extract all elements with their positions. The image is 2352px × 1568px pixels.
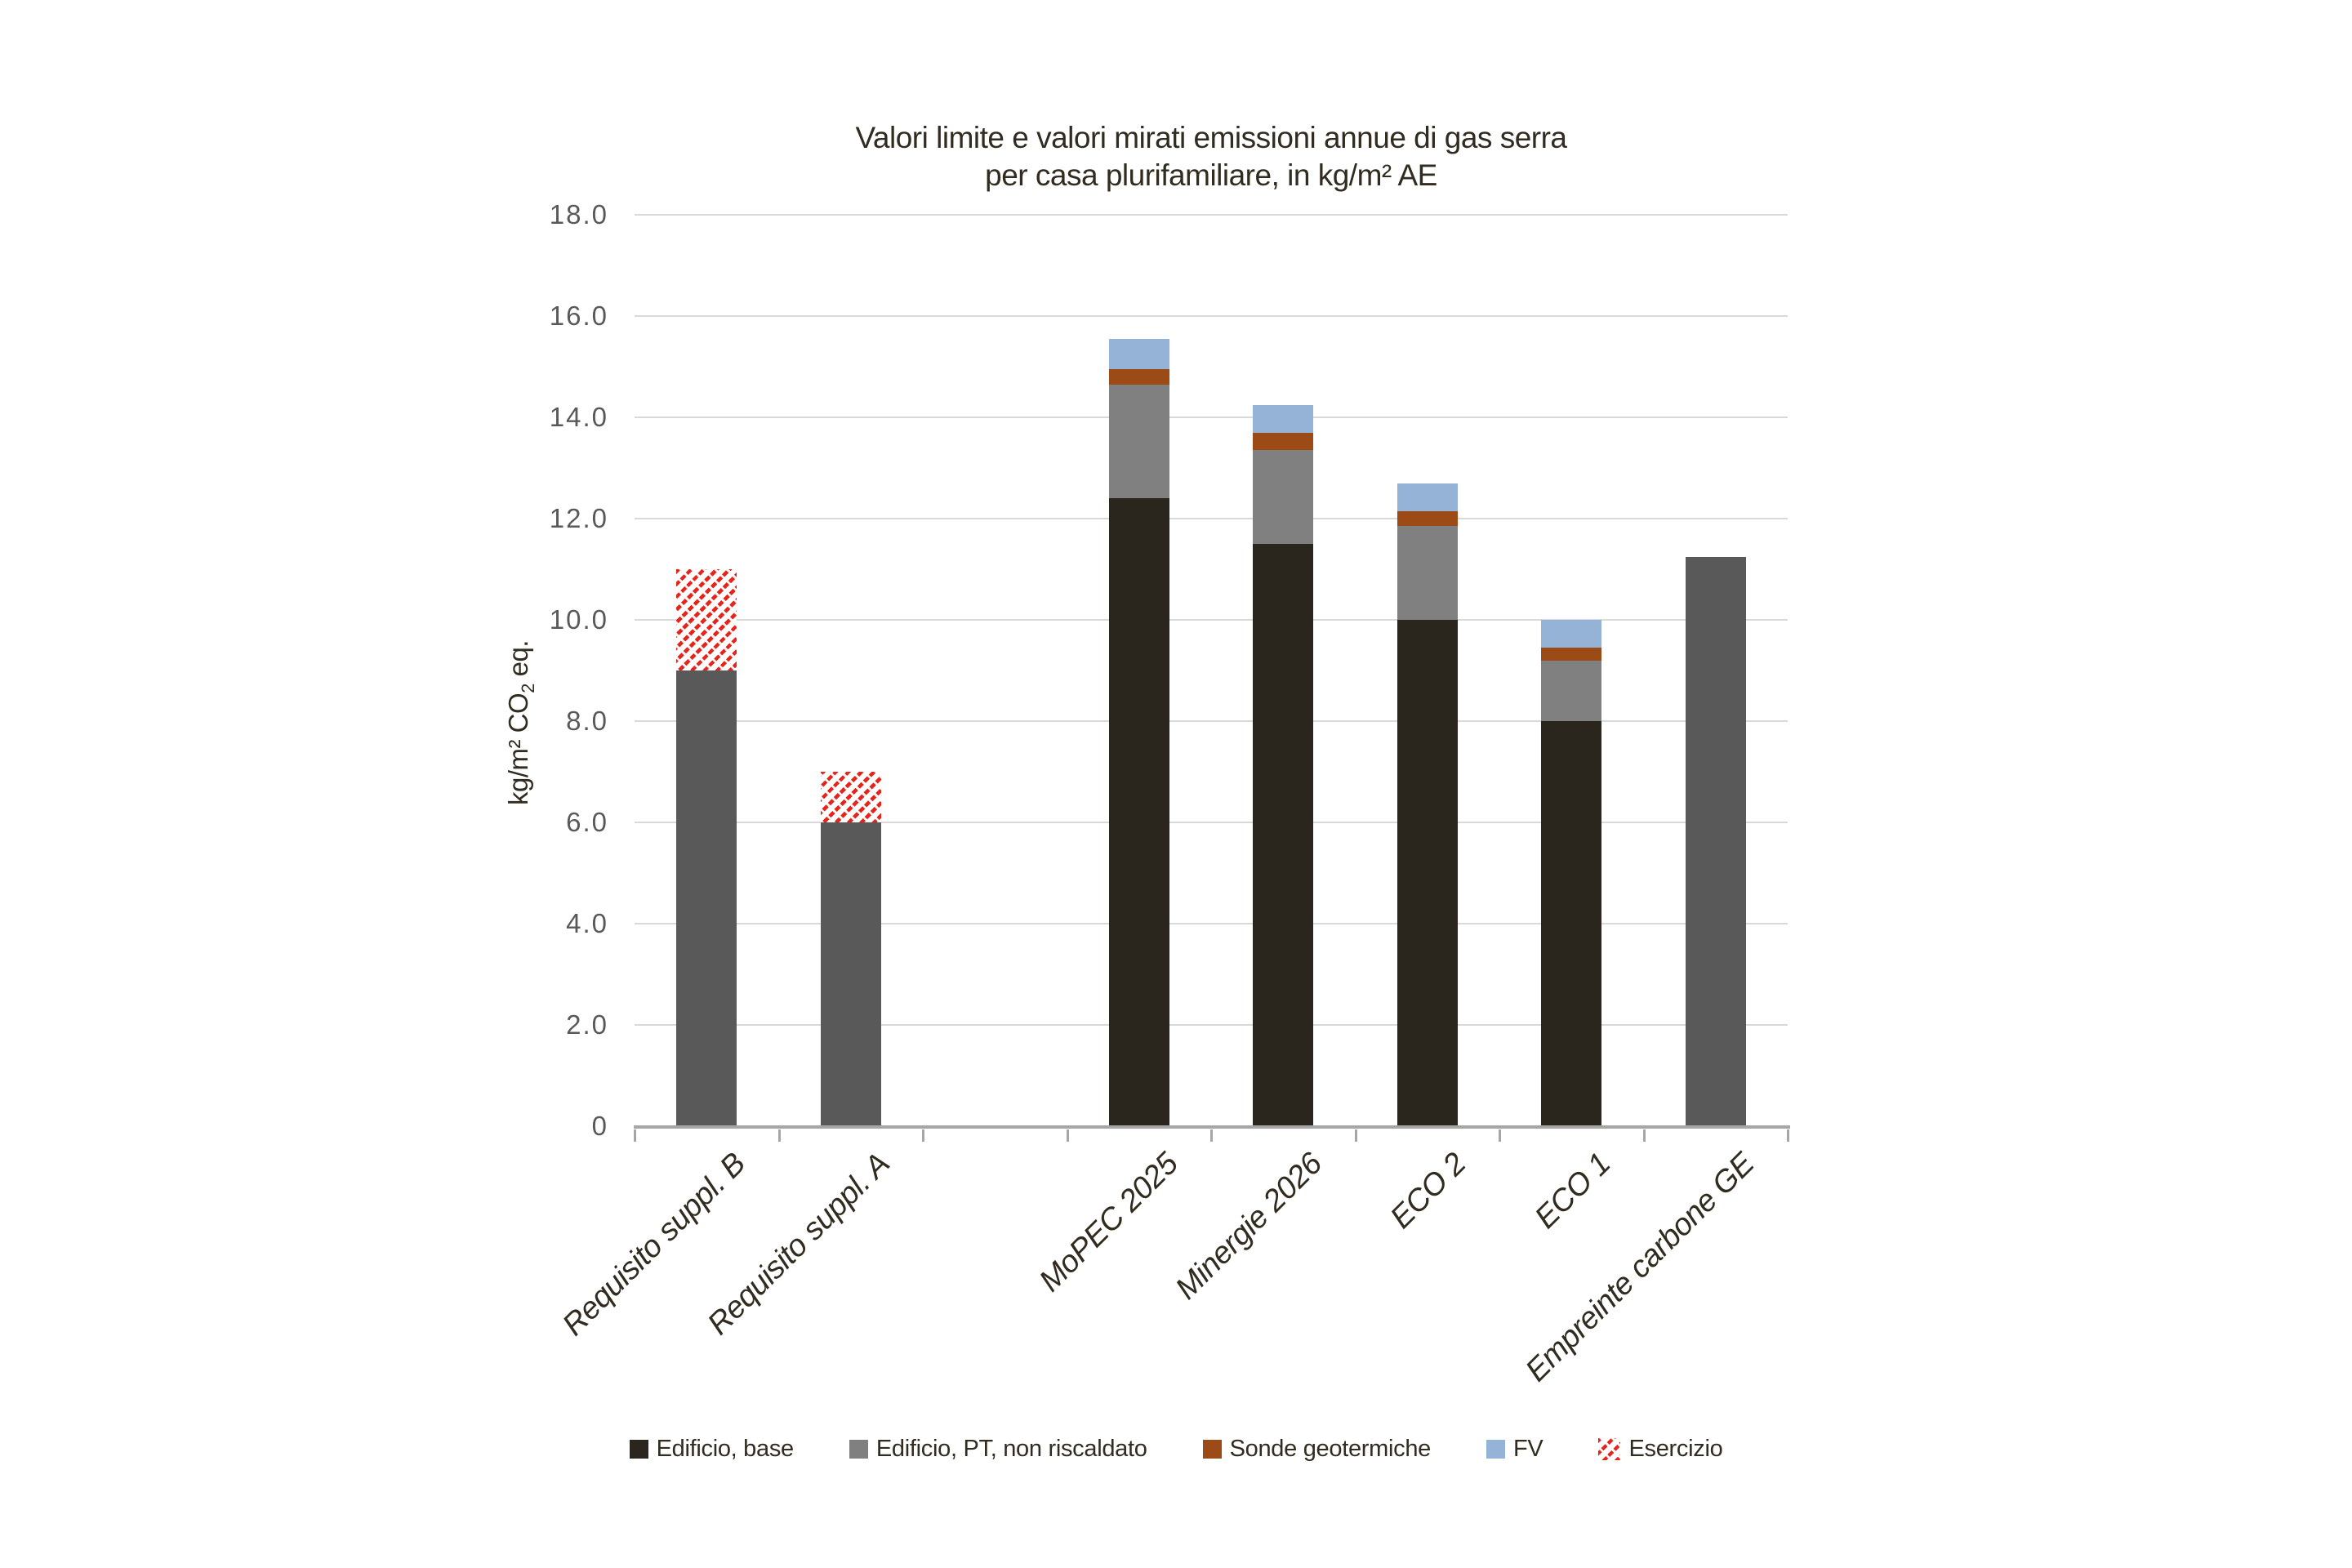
legend-swatch-fv-icon: [1486, 1440, 1505, 1459]
legend-item-fv: FV: [1486, 1436, 1544, 1463]
legend-item-sonde: Sonde geotermiche: [1202, 1436, 1432, 1463]
bar-segment-Edificio, base-ECO 1: [1541, 721, 1602, 1126]
gridline-16.0: [635, 315, 1788, 317]
chart-title-line1: Valori limite e valori mirati emissioni …: [855, 121, 1568, 154]
bar-segment-Esercizio-Requisito suppl. B: [676, 569, 737, 670]
legend-swatch-edificio-pt-icon: [849, 1440, 868, 1459]
legend-label-edificio-base: Edificio, base: [656, 1436, 795, 1462]
bar-segment-Esercizio-Requisito suppl. A: [820, 772, 881, 822]
gridline-12.0: [635, 518, 1788, 519]
bar-segment-Edificio, base-ECO 2: [1396, 620, 1458, 1126]
x-axis-tick-5: [1354, 1129, 1357, 1142]
legend-swatch-edificio-base-icon: [629, 1440, 648, 1459]
legend-swatch-sonde-icon: [1202, 1440, 1222, 1459]
bar-segment-Edificio, base-MoPEC 2025: [1108, 498, 1169, 1126]
bar-segment-limite-Empreinte carbone GE: [1685, 556, 1746, 1126]
bar-segment-Sonde geotermiche-Minergie 2026: [1253, 432, 1314, 451]
x-axis-tick-7: [1642, 1129, 1646, 1142]
bar-segment-Sonde geotermiche-ECO 1: [1541, 648, 1602, 661]
y-tick-label-2.0: 2.0: [566, 1009, 608, 1040]
legend-label-sonde: Sonde geotermiche: [1229, 1436, 1432, 1462]
bar-segment-Edificio, PT, non riscaldato-ECO 1: [1541, 660, 1602, 721]
bar-segment-limite-Requisito suppl. B: [676, 670, 737, 1126]
gridline-8.0: [635, 720, 1788, 722]
chart-title-line2: per casa plurifamiliare, in kg/m² AE: [985, 158, 1437, 192]
y-tick-label-8.0: 8.0: [566, 706, 608, 736]
y-tick-label-10.0: 10.0: [549, 604, 608, 635]
legend-swatch-esercizio-icon: [1598, 1438, 1621, 1460]
bar-segment-FV-ECO 1: [1541, 620, 1602, 648]
y-tick-label-4.0: 4.0: [566, 908, 608, 938]
x-axis-line: [634, 1125, 1790, 1129]
y-tick-label-18.0: 18.0: [549, 199, 608, 229]
x-axis-tick-8: [1787, 1129, 1789, 1142]
gridline-2.0: [635, 1024, 1788, 1026]
bar-segment-FV-ECO 2: [1396, 483, 1458, 511]
bar-segment-Edificio, PT, non riscaldato-MoPEC 2025: [1108, 384, 1169, 499]
legend: Edificio, base Edificio, PT, non riscald…: [0, 1436, 2352, 1463]
bar-segment-Edificio, PT, non riscaldato-ECO 2: [1396, 526, 1458, 620]
x-axis-tick-3: [1066, 1129, 1069, 1142]
gridline-14.0: [635, 416, 1788, 418]
legend-label-fv: FV: [1513, 1436, 1544, 1462]
gridline-10.0: [635, 619, 1788, 621]
legend-label-edificio-pt: Edificio, PT, non riscaldato: [875, 1436, 1147, 1462]
y-axis-title-post: eq.: [503, 640, 534, 684]
x-axis-tick-2: [922, 1129, 924, 1142]
legend-item-esercizio: Esercizio: [1598, 1436, 1723, 1463]
bar-segment-FV-MoPEC 2025: [1108, 338, 1169, 370]
x-axis-tick-4: [1210, 1129, 1213, 1142]
bar-segment-Sonde geotermiche-MoPEC 2025: [1108, 369, 1169, 385]
y-tick-label-14.0: 14.0: [549, 402, 608, 432]
gridline-4.0: [635, 923, 1788, 924]
bar-segment-Sonde geotermiche-ECO 2: [1396, 510, 1458, 527]
bar-segment-limite-Requisito suppl. A: [820, 822, 881, 1126]
x-axis-tick-6: [1499, 1129, 1501, 1142]
legend-label-esercizio: Esercizio: [1628, 1436, 1723, 1462]
x-axis-tick-1: [777, 1129, 781, 1142]
legend-item-edificio-base: Edificio, base: [629, 1436, 795, 1463]
bar-segment-FV-Minergie 2026: [1253, 404, 1314, 433]
bar-segment-Edificio, PT, non riscaldato-Minergie 2026: [1253, 450, 1314, 544]
x-axis-label-ECO 1: ECO 1: [1528, 1147, 1617, 1236]
y-tick-label-12.0: 12.0: [549, 503, 608, 533]
gridline-6.0: [635, 822, 1788, 823]
y-tick-label-0: 0: [591, 1111, 608, 1141]
y-tick-label-6.0: 6.0: [566, 807, 608, 837]
gridline-18.0: [635, 214, 1788, 216]
x-axis-label-MoPEC 2025: MoPEC 2025: [1032, 1147, 1185, 1298]
y-tick-label-16.0: 16.0: [549, 301, 608, 331]
bar-segment-Edificio, base-Minergie 2026: [1253, 544, 1314, 1126]
y-axis-title-sub: 2: [517, 684, 538, 693]
x-axis-label-ECO 2: ECO 2: [1383, 1147, 1473, 1236]
x-axis-tick-0: [634, 1129, 636, 1142]
legend-item-edificio-pt: Edificio, PT, non riscaldato: [849, 1436, 1147, 1463]
x-axis-label-Minergie 2026: Minergie 2026: [1169, 1147, 1329, 1307]
